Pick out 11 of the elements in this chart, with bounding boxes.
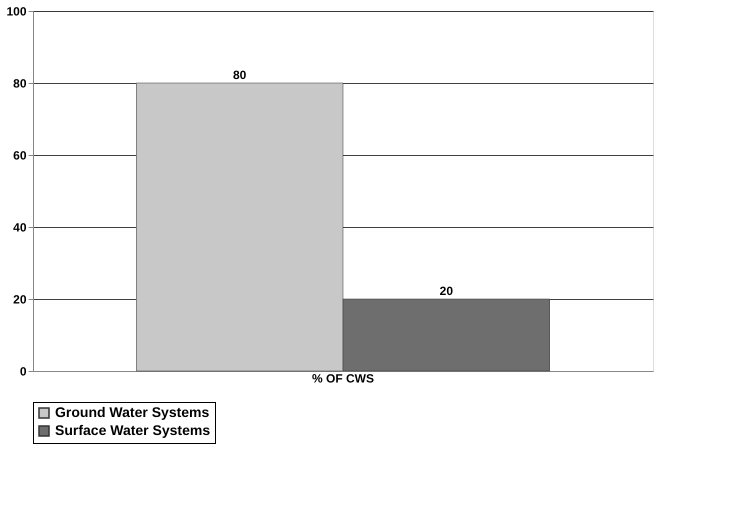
legend-label: Ground Water Systems [55,404,210,420]
data-label: 80 [232,68,247,82]
y-tick-label: 0 [20,364,27,378]
y-tick-label: 40 [13,220,27,234]
y-tick-label: 60 [13,148,27,162]
y-tick-label: 100 [6,4,27,18]
x-tick-label: % OF CWS [312,372,374,386]
y-tick-label: 20 [13,292,27,306]
legend-label: Surface Water Systems [55,422,210,438]
data-label: 20 [440,284,454,298]
y-tick-label: 80 [13,76,27,90]
